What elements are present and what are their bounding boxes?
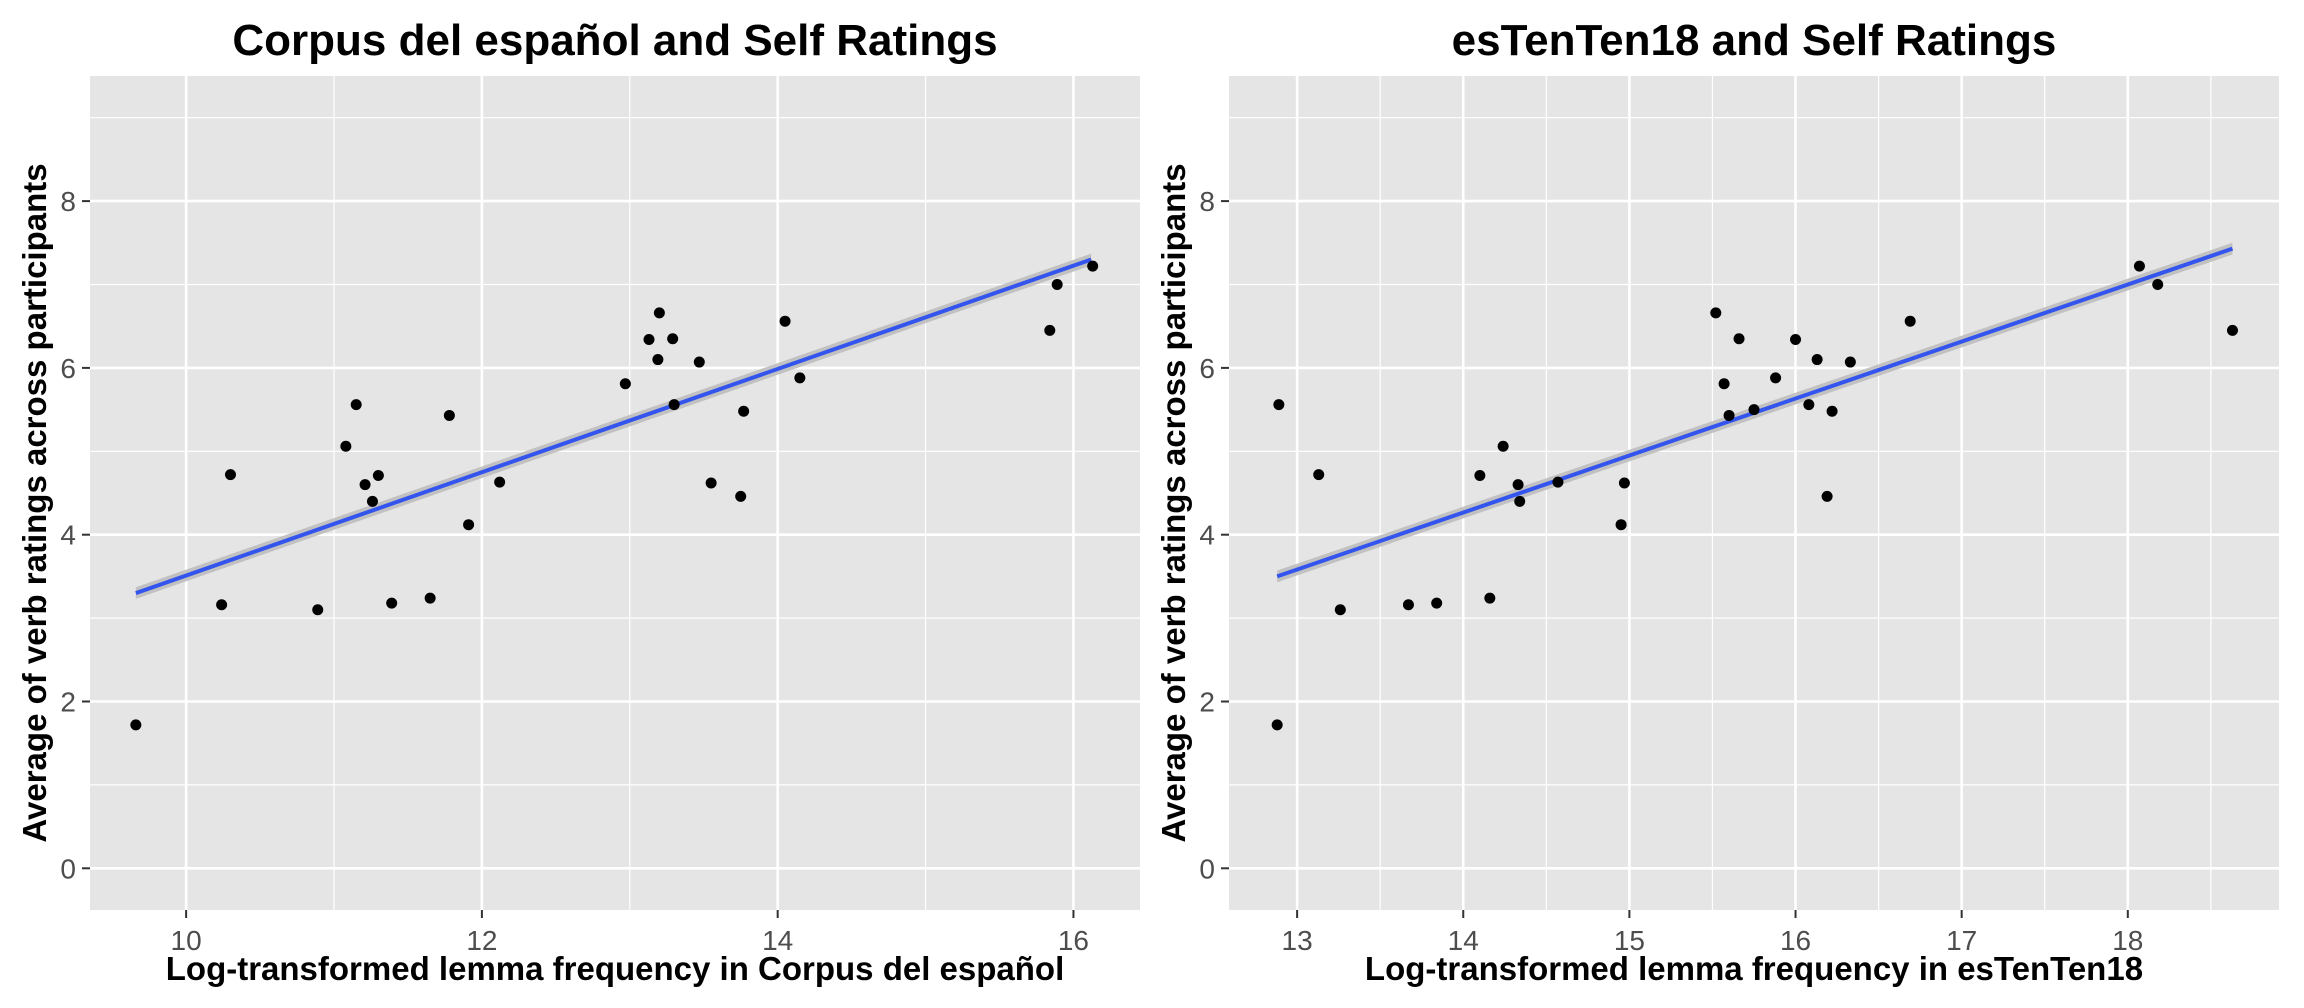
data-point [1087,260,1099,272]
data-point [1618,477,1630,489]
y-axis-title: Average of verb ratings across participa… [16,163,53,842]
data-point [2226,324,2238,336]
y-tick-label: 0 [1199,853,1215,884]
data-point [1733,333,1745,345]
data-point [1484,592,1496,604]
data-point [1431,597,1443,609]
data-point [1497,440,1509,452]
y-tick-label: 8 [1199,186,1215,217]
data-point [386,597,398,609]
data-point [667,333,679,345]
data-point [643,334,655,346]
data-point [216,599,228,611]
data-point [366,495,378,507]
data-point [693,356,705,368]
data-point [779,315,791,327]
x-tick-label: 16 [1058,925,1089,956]
y-tick-label: 8 [60,186,76,217]
data-point [1723,409,1735,421]
data-point [1273,399,1285,411]
y-tick-label: 4 [60,520,76,551]
y-tick-label: 6 [1199,353,1215,384]
chart-panel-1: 10 12 14 16 0 2 4 6 8 Corpus del español and Self… [16,16,1140,987]
data-point [312,604,324,616]
data-point [1904,315,1916,327]
chart-title: esTenTen18 and Self Ratings [1452,16,2057,65]
data-point [463,519,475,531]
data-point [340,440,352,452]
data-point [1552,476,1564,488]
data-point [359,479,371,491]
x-axis-title: Log-transformed lemma frequency in esTen… [1365,950,2143,987]
y-tick-label: 6 [60,353,76,384]
data-point [738,405,750,417]
x-axis-title: Log-transformed lemma frequency in Corpu… [166,950,1065,987]
x-tick-label: 10 [171,925,202,956]
data-point [350,399,362,411]
data-point [1271,719,1283,731]
data-point [1512,479,1524,491]
plot-background [1229,76,2279,910]
x-tick-label: 14 [1448,925,1479,956]
y-axis-title: Average of verb ratings across participa… [1155,163,1192,842]
y-tick-label: 2 [60,687,76,718]
data-point [653,307,665,319]
data-point [1313,469,1325,481]
data-point [424,592,436,604]
y-tick-label: 0 [60,853,76,884]
data-point [1790,334,1802,346]
data-point [1844,356,1856,368]
data-point [1474,469,1486,481]
x-tick-label: 14 [762,925,793,956]
x-tick-label: 17 [1946,925,1977,956]
x-tick-label: 13 [1282,925,1313,956]
data-point [2152,279,2164,290]
data-point [1748,404,1760,416]
data-point [224,469,236,481]
data-point [372,469,384,481]
data-point [443,409,455,421]
x-tick-label: 16 [1780,925,1811,956]
data-point [1615,519,1627,531]
y-tick-label: 2 [1199,687,1215,718]
plot-background [90,76,1140,910]
data-point [1402,599,1414,611]
data-point [1770,372,1782,384]
data-point [794,372,806,384]
data-point [494,476,506,488]
y-tick-label: 4 [1199,520,1215,551]
data-point [668,399,680,411]
data-point [652,354,664,366]
x-tick-label: 12 [466,925,497,956]
data-point [1051,279,1063,290]
data-point [1334,604,1346,616]
chart-title: Corpus del español and Self Ratings [232,16,997,65]
data-point [619,378,631,390]
data-point [1803,399,1815,411]
data-point [1718,378,1730,390]
data-point [1044,324,1056,336]
x-tick-label: 18 [2112,925,2143,956]
data-point [1710,307,1722,319]
data-point [2133,260,2145,272]
data-point [1821,490,1833,502]
chart-panel-2: 13 14 15 16 17 18 0 2 4 6 8 esTenTen18 and Self Rat… [1155,16,2279,987]
data-point [1811,354,1823,366]
data-point [1514,495,1526,507]
regression-line [135,257,1092,595]
x-tick-label: 15 [1614,925,1645,956]
data-point [705,477,717,489]
data-point [735,490,747,502]
data-point [130,719,142,731]
data-point [1826,405,1838,417]
